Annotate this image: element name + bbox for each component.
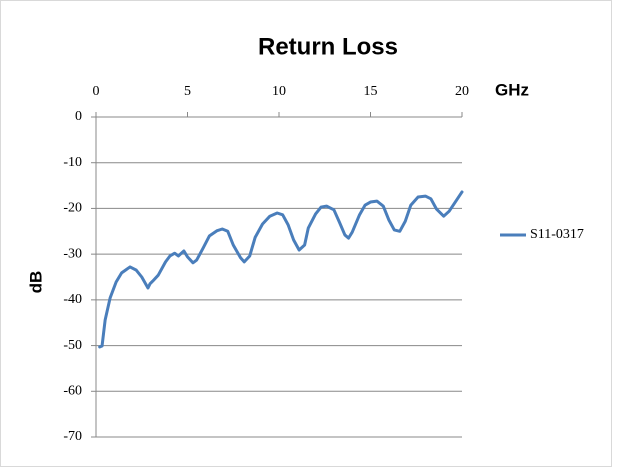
y-tick-label: -40 <box>63 292 82 307</box>
y-tick-label: -70 <box>63 429 82 444</box>
y-tick-label: 0 <box>75 109 82 124</box>
y-tick-label: -50 <box>63 338 82 353</box>
y-tick-label: -10 <box>63 155 82 170</box>
y-tick-label: -20 <box>63 201 82 216</box>
y-axis-label: dB <box>26 271 45 294</box>
y-tick-label: -30 <box>63 246 82 261</box>
x-axis-label: GHz <box>495 80 529 99</box>
data-line <box>98 190 464 349</box>
x-tick-label: 15 <box>364 84 378 99</box>
y-tick-label: -60 <box>63 384 82 399</box>
chart-title: Return Loss <box>258 33 398 60</box>
x-tick-label: 5 <box>184 84 191 99</box>
legend-label: S11-0317 <box>530 227 584 242</box>
x-tick-label: 20 <box>455 84 469 99</box>
x-tick-label: 10 <box>272 84 286 99</box>
x-tick-label: 0 <box>93 84 100 99</box>
